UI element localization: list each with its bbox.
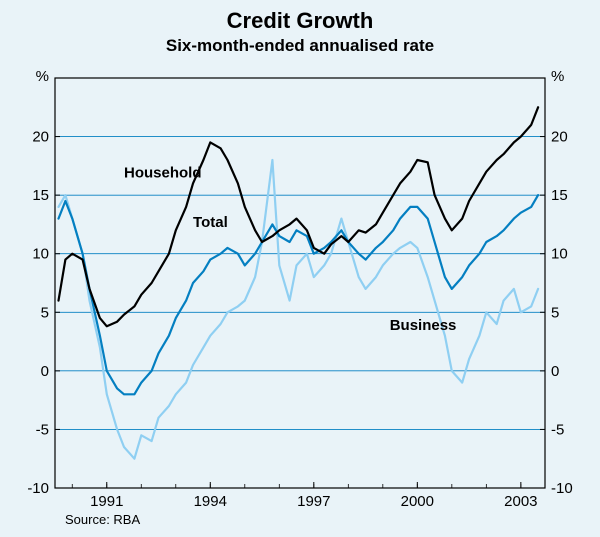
svg-text:5: 5 <box>41 304 49 321</box>
chart-plot: -10 -10 -5 -5 0 0 5 5 10 10 15 15 20 20%% 1991 1994 1997… <box>0 0 600 537</box>
svg-text:1997: 1997 <box>297 493 330 510</box>
svg-text:15: 15 <box>32 187 49 204</box>
svg-text:1991: 1991 <box>90 493 123 510</box>
svg-text:10: 10 <box>32 246 49 263</box>
svg-text:0: 0 <box>551 363 559 380</box>
svg-text:-10: -10 <box>551 480 573 497</box>
svg-text:20: 20 <box>551 129 568 146</box>
svg-text:Household: Household <box>124 165 202 182</box>
svg-text:Total: Total <box>193 214 228 231</box>
svg-text:-10: -10 <box>27 480 49 497</box>
svg-text:10: 10 <box>551 246 568 263</box>
chart-source: Source: RBA <box>65 512 140 527</box>
svg-text:-5: -5 <box>36 421 49 438</box>
svg-text:%: % <box>551 68 564 85</box>
credit-growth-chart: Credit Growth Six-month-ended annualised… <box>0 0 600 537</box>
svg-text:%: % <box>36 68 49 85</box>
svg-text:2003: 2003 <box>504 493 537 510</box>
svg-text:2000: 2000 <box>401 493 434 510</box>
svg-text:Business: Business <box>390 317 457 334</box>
svg-text:0: 0 <box>41 363 49 380</box>
svg-text:-5: -5 <box>551 421 564 438</box>
svg-text:1994: 1994 <box>194 493 227 510</box>
svg-text:5: 5 <box>551 304 559 321</box>
svg-text:15: 15 <box>551 187 568 204</box>
svg-text:20: 20 <box>32 129 49 146</box>
